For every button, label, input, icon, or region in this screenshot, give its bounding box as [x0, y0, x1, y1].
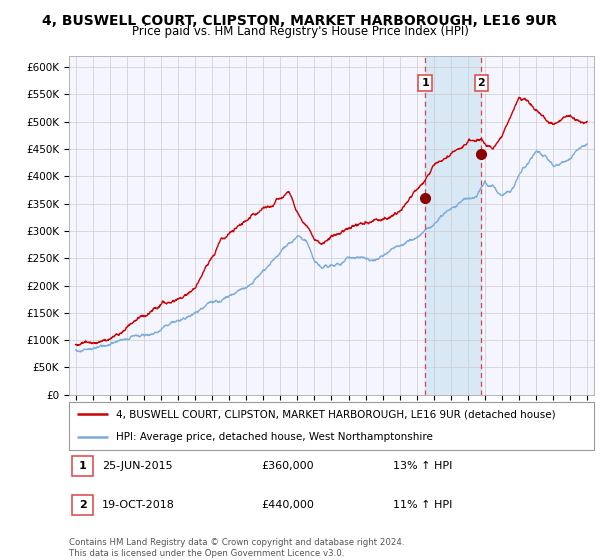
Text: 1: 1 — [79, 461, 86, 471]
Text: £360,000: £360,000 — [261, 461, 314, 471]
Text: 1: 1 — [421, 78, 429, 88]
Text: 13% ↑ HPI: 13% ↑ HPI — [393, 461, 452, 471]
Text: 2: 2 — [79, 500, 86, 510]
Text: Price paid vs. HM Land Registry's House Price Index (HPI): Price paid vs. HM Land Registry's House … — [131, 25, 469, 38]
Text: 4, BUSWELL COURT, CLIPSTON, MARKET HARBOROUGH, LE16 9UR: 4, BUSWELL COURT, CLIPSTON, MARKET HARBO… — [43, 14, 557, 28]
FancyBboxPatch shape — [72, 456, 94, 476]
Text: 19-OCT-2018: 19-OCT-2018 — [102, 500, 175, 510]
Text: 4, BUSWELL COURT, CLIPSTON, MARKET HARBOROUGH, LE16 9UR (detached house): 4, BUSWELL COURT, CLIPSTON, MARKET HARBO… — [116, 409, 556, 419]
FancyBboxPatch shape — [69, 402, 594, 450]
Text: HPI: Average price, detached house, West Northamptonshire: HPI: Average price, detached house, West… — [116, 432, 433, 442]
Text: 2: 2 — [478, 78, 485, 88]
Text: Contains HM Land Registry data © Crown copyright and database right 2024.
This d: Contains HM Land Registry data © Crown c… — [69, 538, 404, 558]
Bar — [425, 56, 481, 395]
Text: 11% ↑ HPI: 11% ↑ HPI — [393, 500, 452, 510]
Text: 25-JUN-2015: 25-JUN-2015 — [102, 461, 173, 471]
FancyBboxPatch shape — [72, 495, 94, 515]
Text: £440,000: £440,000 — [261, 500, 314, 510]
